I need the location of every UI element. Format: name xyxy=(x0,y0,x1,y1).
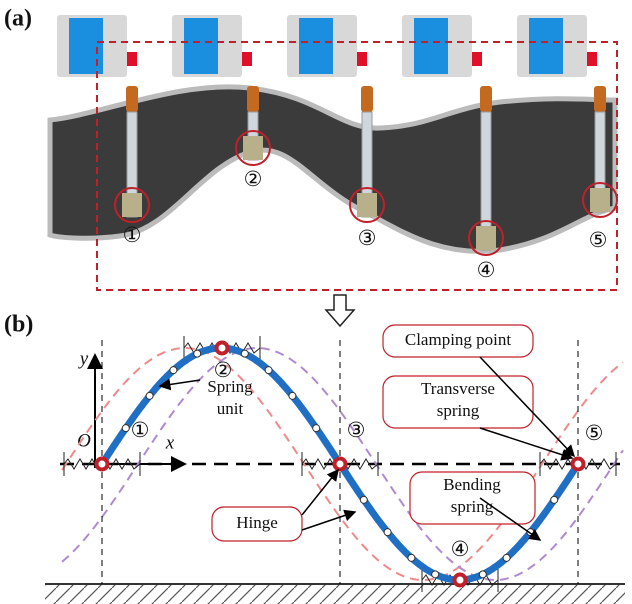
panel-label: (b) xyxy=(4,312,33,338)
coupler xyxy=(247,86,259,112)
callout-arrow xyxy=(480,428,572,458)
callout-text: Hinge xyxy=(236,513,278,532)
marker-label: ⑤ xyxy=(589,228,608,252)
clamp xyxy=(357,193,377,217)
hinge xyxy=(194,350,201,357)
callout-text: Spring xyxy=(207,377,253,396)
origin: O xyxy=(77,430,91,451)
hinge xyxy=(503,554,510,561)
hinge xyxy=(170,367,177,374)
callout-text: unit xyxy=(217,399,244,418)
coupler xyxy=(594,86,606,112)
callout-text: Bending xyxy=(443,475,501,494)
coupler xyxy=(126,86,138,112)
marker-label: ② xyxy=(244,167,263,191)
x-label: x xyxy=(165,432,175,453)
callout-arrow xyxy=(302,470,338,515)
marker-label: ④ xyxy=(477,258,496,282)
hinge xyxy=(551,496,558,503)
connector xyxy=(127,52,137,66)
figure: (a) ① ② ③ ④ ⑤ (b) O x y ① ② ③ ④ ⑤ Spring unit Clamp… xyxy=(0,0,632,604)
coupler xyxy=(361,86,373,112)
motor-face xyxy=(529,18,563,74)
clamping-point xyxy=(97,459,108,470)
node-label: ⑤ xyxy=(585,421,604,445)
motor-face xyxy=(184,18,218,74)
hinge xyxy=(384,529,391,536)
clamping-point xyxy=(217,343,228,354)
down-arrow xyxy=(326,295,354,326)
callout-text: spring xyxy=(437,401,480,420)
hinge xyxy=(313,425,320,432)
hinge xyxy=(146,392,153,399)
marker-label: ③ xyxy=(358,226,377,250)
connector xyxy=(242,52,252,66)
callout-text: Clamping point xyxy=(405,330,512,349)
callout-text: spring xyxy=(451,497,494,516)
clamp xyxy=(243,136,263,160)
hinge xyxy=(265,367,272,374)
hinge xyxy=(479,571,486,578)
clamping-point xyxy=(455,575,466,586)
node-label: ① xyxy=(131,418,150,442)
clamp xyxy=(590,188,610,212)
callout-text: Transverse xyxy=(421,379,495,398)
hinge xyxy=(408,554,415,561)
clamping-point xyxy=(335,459,346,470)
hinge xyxy=(289,392,296,399)
ground xyxy=(45,584,625,604)
connector xyxy=(357,52,367,66)
hinge xyxy=(432,571,439,578)
panel-label: (a) xyxy=(4,6,32,32)
clamp xyxy=(476,226,496,250)
connector xyxy=(587,52,597,66)
y-label: y xyxy=(78,348,89,369)
hinge xyxy=(241,350,248,357)
hinge xyxy=(122,425,129,432)
marker-label: ① xyxy=(123,223,142,247)
connector xyxy=(472,52,482,66)
coupler xyxy=(480,86,492,112)
clamp xyxy=(122,193,142,217)
panel-a: (a) ① ② ③ ④ ⑤ xyxy=(4,6,617,327)
clamping-point xyxy=(573,459,584,470)
node-label: ④ xyxy=(451,537,470,561)
node-label: ③ xyxy=(347,418,366,442)
motor-face xyxy=(299,18,333,74)
motor-face xyxy=(414,18,448,74)
hinge xyxy=(360,496,367,503)
